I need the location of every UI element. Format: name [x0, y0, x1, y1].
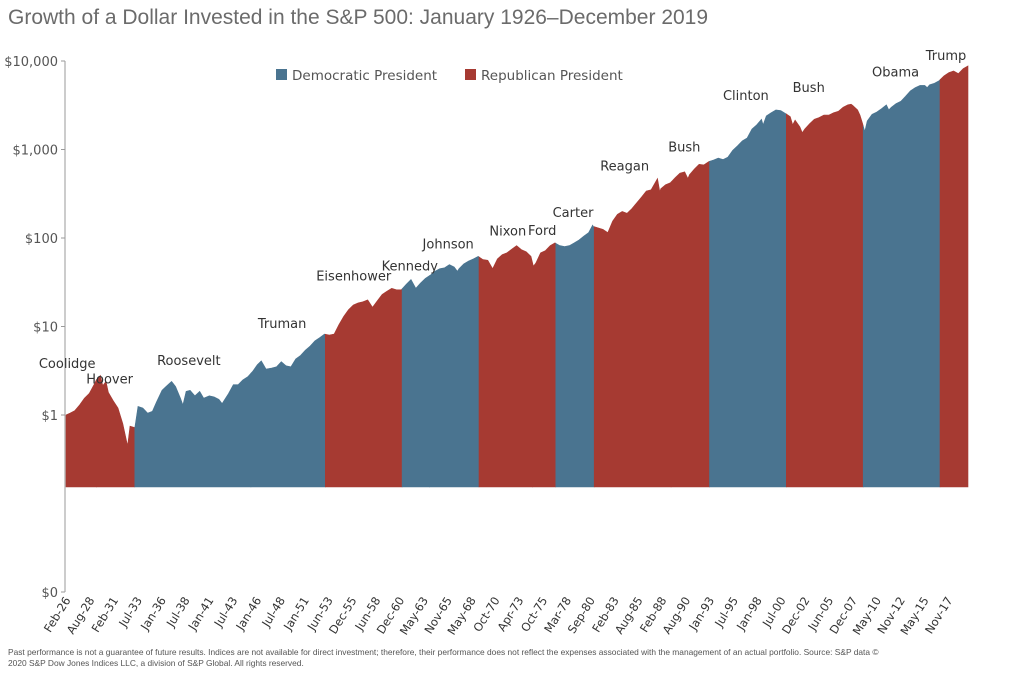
presidency-area-hoover: [96, 374, 136, 488]
president-label: Ford: [528, 224, 556, 239]
footnote-line-1: Past performance is not a guarantee of f…: [8, 647, 879, 657]
president-label: Trump: [925, 49, 967, 64]
y-tick-label: $10: [33, 321, 58, 336]
footnote-line-2: 2020 S&P Dow Jones Indices LLC, a divisi…: [8, 658, 304, 668]
chart-title: Growth of a Dollar Invested in the S&P 5…: [8, 6, 709, 29]
y-tick-label: $1: [41, 409, 58, 424]
president-label: Carter: [553, 206, 594, 221]
president-label: Hoover: [86, 372, 133, 387]
presidency-area-reagan: [593, 177, 672, 488]
legend: Democratic President Republican President: [276, 68, 623, 84]
legend-label: Republican President: [481, 68, 623, 84]
legend-swatch: [276, 69, 287, 80]
y-axis: $0 $1 $10 $100 $1,000 $10,000: [4, 55, 66, 601]
legend-swatch: [465, 69, 476, 80]
president-label: Kennedy: [382, 259, 439, 274]
president-label: Reagan: [600, 160, 649, 175]
presidency-area-bush: [786, 103, 864, 488]
president-label: Bush: [668, 141, 700, 156]
presidency-area-coolidge: [65, 379, 97, 488]
president-label: Coolidge: [39, 357, 96, 372]
presidency-area-bush: [670, 160, 710, 488]
y-tick-label: $1,000: [13, 144, 59, 159]
y-tick-label: $100: [25, 232, 58, 247]
president-label: Eisenhower: [316, 269, 392, 284]
footnote: Past performance is not a guarantee of f…: [8, 647, 1020, 669]
president-label: Johnson: [422, 237, 474, 252]
presidency-area-eisenhower: [325, 287, 403, 488]
presidency-area-roosevelt: [134, 372, 252, 488]
president-label: Roosevelt: [157, 354, 221, 369]
presidency-area-clinton: [709, 109, 787, 488]
president-label: Nixon: [489, 225, 526, 240]
presidency-area-truman: [250, 333, 326, 488]
president-label: Clinton: [723, 89, 769, 104]
presidency-area-nixon: [478, 245, 533, 488]
presidency-area-carter: [555, 224, 595, 488]
presidency-area-trump: [939, 65, 969, 488]
presidency-area-ford: [532, 242, 557, 488]
presidency-area-obama: [862, 79, 941, 488]
president-label: Truman: [257, 317, 306, 332]
president-label: Bush: [793, 81, 825, 96]
x-axis-tick-labels: Feb-26Aug-28Feb-31Jul-33Jan-36Jul-38Jan-…: [41, 594, 956, 637]
president-label: Obama: [872, 66, 919, 81]
y-tick-label: $0: [41, 586, 58, 601]
presidency-areas: [65, 65, 969, 488]
y-tick-label: $10,000: [4, 55, 58, 70]
legend-label: Democratic President: [292, 68, 437, 84]
presidency-area-kennedy: [401, 275, 430, 488]
presidency-area-johnson: [429, 256, 480, 488]
